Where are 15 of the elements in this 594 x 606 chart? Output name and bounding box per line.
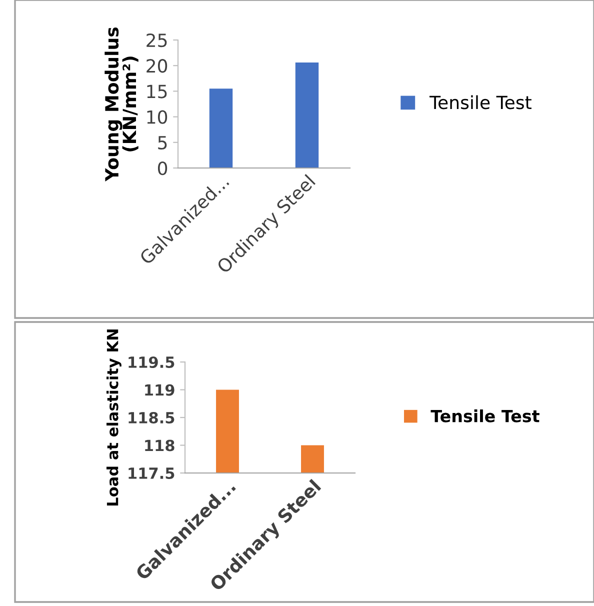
y-tick-label: 117.5	[128, 468, 174, 480]
y-tick-label: 119	[145, 384, 174, 396]
y-tick-label: 118	[145, 440, 174, 452]
y-axis-title: Load at elasticity KN	[106, 330, 122, 506]
y-tick-label: 118.5	[128, 412, 174, 424]
y-axis-title: Young Modulus (KN/mm²)	[104, 28, 138, 182]
y-tick-label: 119.5	[128, 356, 174, 368]
y-tick-label: 0	[158, 161, 168, 176]
legend-label: Tensile Test	[429, 95, 532, 110]
y-tick-label: 5	[158, 136, 167, 150]
y-tick-label: 25	[146, 33, 167, 48]
y-tick-label: 15	[147, 84, 167, 98]
y-tick-label: 20	[146, 59, 168, 73]
legend-label: Tensile Test	[430, 409, 540, 422]
y-tick-label: 10	[147, 110, 168, 124]
